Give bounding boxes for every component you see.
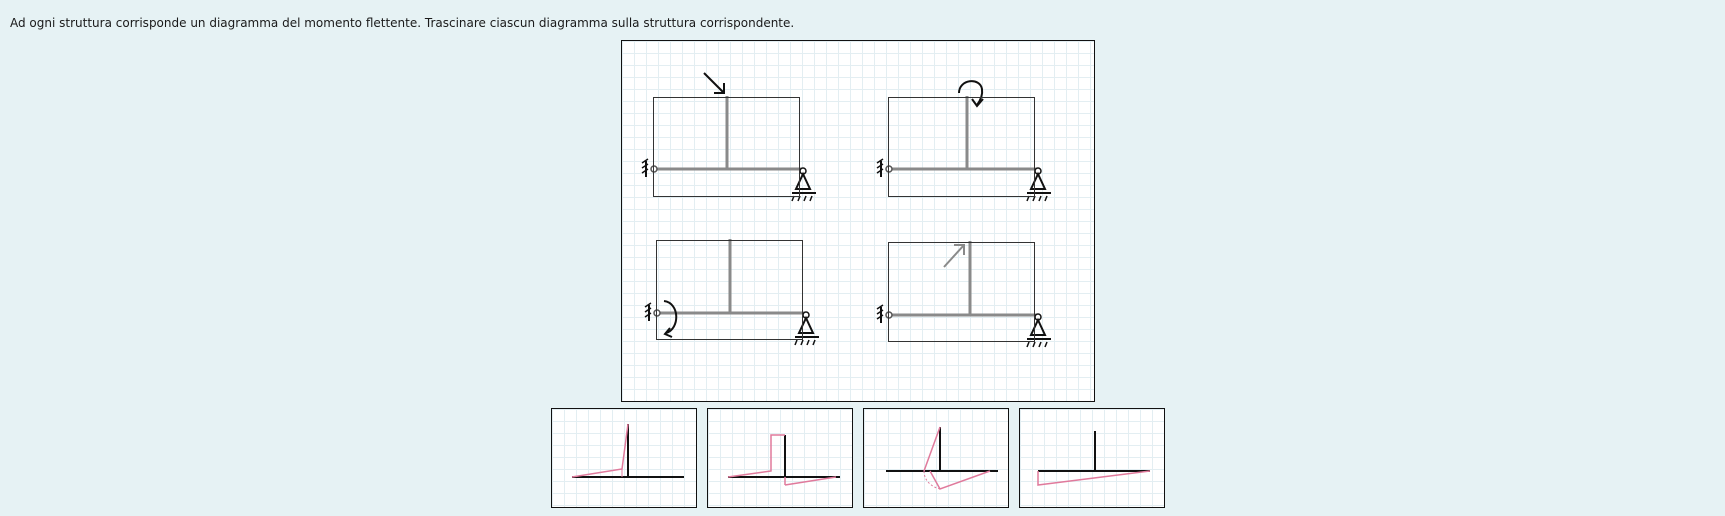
structures-board [621, 40, 1095, 402]
moment-diagram-icon [571, 423, 684, 478]
couple-moment-at-support-icon [663, 300, 678, 338]
drop-slot-1[interactable] [653, 97, 800, 197]
pin-support-icon [644, 302, 661, 321]
pin-support-icon [641, 158, 658, 177]
structures-drawing [641, 72, 1051, 348]
moment-diagram-icon [1037, 431, 1151, 486]
diagram-card-4[interactable] [1019, 408, 1165, 508]
diagram-card-3[interactable] [863, 408, 1009, 508]
drop-slot-3[interactable] [656, 240, 803, 340]
diagram-card-2[interactable] [707, 408, 853, 508]
inclined-force-arrow-icon [703, 72, 725, 94]
roller-support-icon [791, 167, 816, 202]
structure-1 [641, 72, 816, 202]
structure-2 [876, 80, 1051, 202]
moment-diagram-icon [727, 434, 840, 486]
pin-support-icon [876, 304, 893, 323]
instructions-text: Ad ogni struttura corrisponde un diagram… [10, 16, 795, 30]
diagram-card-1[interactable] [551, 408, 697, 508]
drop-slot-2[interactable] [888, 97, 1035, 197]
moment-diagram-icon [886, 426, 998, 490]
pin-support-icon [876, 158, 893, 177]
couple-moment-icon [958, 80, 984, 108]
drop-slot-4[interactable] [888, 242, 1035, 342]
inclined-force-arrow-icon [943, 244, 965, 268]
